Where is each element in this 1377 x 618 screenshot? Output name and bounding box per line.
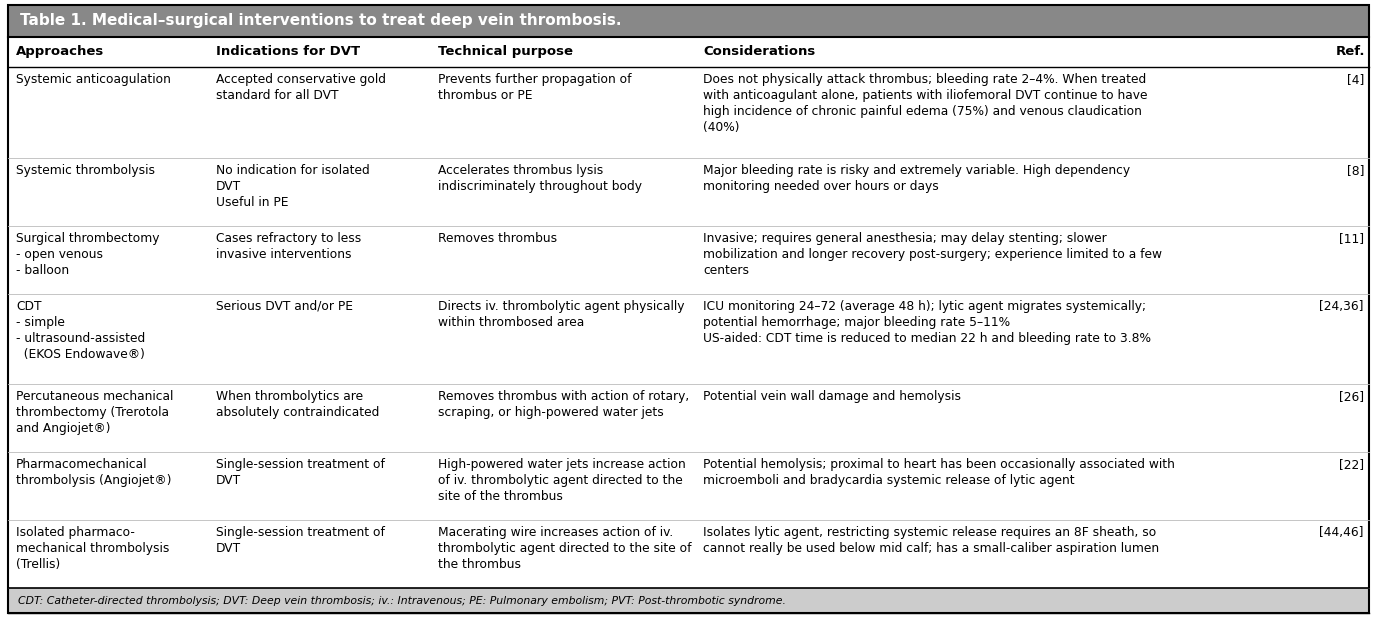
- Text: Table 1. Medical–surgical interventions to treat deep vein thrombosis.: Table 1. Medical–surgical interventions …: [21, 14, 621, 28]
- Bar: [8, 520, 1369, 588]
- Bar: [8, 37, 1369, 67]
- Text: Macerating wire increases action of iv.
thrombolytic agent directed to the site : Macerating wire increases action of iv. …: [438, 526, 691, 571]
- Text: Accelerates thrombus lysis
indiscriminately throughout body: Accelerates thrombus lysis indiscriminat…: [438, 164, 642, 193]
- Text: Percutaneous mechanical
thrombectomy (Trerotola
and Angiojet®): Percutaneous mechanical thrombectomy (Tr…: [17, 390, 174, 435]
- Bar: [8, 588, 1369, 613]
- Text: Isolates lytic agent, restricting systemic release requires an 8F sheath, so
can: Isolates lytic agent, restricting system…: [704, 526, 1159, 555]
- Text: [44,46]: [44,46]: [1319, 526, 1365, 539]
- Text: Ref.: Ref.: [1336, 46, 1365, 59]
- Text: When thrombolytics are
absolutely contraindicated: When thrombolytics are absolutely contra…: [216, 390, 380, 419]
- Text: [26]: [26]: [1338, 390, 1365, 403]
- Text: CDT: Catheter-directed thrombolysis; DVT: Deep vein thrombosis; iv.: Intravenous: CDT: Catheter-directed thrombolysis; DVT…: [18, 596, 786, 606]
- Text: Approaches: Approaches: [17, 46, 105, 59]
- Bar: [8, 226, 1369, 294]
- Text: No indication for isolated
DVT
Useful in PE: No indication for isolated DVT Useful in…: [216, 164, 370, 209]
- Text: Cases refractory to less
invasive interventions: Cases refractory to less invasive interv…: [216, 232, 361, 261]
- Text: Does not physically attack thrombus; bleeding rate 2–4%. When treated
with antic: Does not physically attack thrombus; ble…: [704, 73, 1148, 134]
- Text: Accepted conservative gold
standard for all DVT: Accepted conservative gold standard for …: [216, 73, 386, 102]
- Text: Systemic anticoagulation: Systemic anticoagulation: [17, 73, 171, 86]
- Text: Systemic thrombolysis: Systemic thrombolysis: [17, 164, 156, 177]
- Text: Major bleeding rate is risky and extremely variable. High dependency
monitoring : Major bleeding rate is risky and extreme…: [704, 164, 1131, 193]
- Text: [22]: [22]: [1338, 458, 1365, 471]
- Text: Potential hemolysis; proximal to heart has been occasionally associated with
mic: Potential hemolysis; proximal to heart h…: [704, 458, 1175, 487]
- Text: Removes thrombus: Removes thrombus: [438, 232, 558, 245]
- Text: Technical purpose: Technical purpose: [438, 46, 573, 59]
- Text: ICU monitoring 24–72 (average 48 h); lytic agent migrates systemically;
potentia: ICU monitoring 24–72 (average 48 h); lyt…: [704, 300, 1151, 344]
- Text: CDT
- simple
- ultrasound-assisted
  (EKOS Endowave®): CDT - simple - ultrasound-assisted (EKOS…: [17, 300, 145, 360]
- Text: Isolated pharmaco-
mechanical thrombolysis
(Trellis): Isolated pharmaco- mechanical thrombolys…: [17, 526, 169, 571]
- Text: Pharmacomechanical
thrombolysis (Angiojet®): Pharmacomechanical thrombolysis (Angioje…: [17, 458, 172, 487]
- Text: Removes thrombus with action of rotary,
scraping, or high-powered water jets: Removes thrombus with action of rotary, …: [438, 390, 688, 419]
- Bar: [8, 5, 1369, 37]
- Text: Single-session treatment of
DVT: Single-session treatment of DVT: [216, 526, 386, 555]
- Text: Invasive; requires general anesthesia; may delay stenting; slower
mobilization a: Invasive; requires general anesthesia; m…: [704, 232, 1162, 277]
- Bar: [8, 158, 1369, 226]
- Text: Considerations: Considerations: [704, 46, 815, 59]
- Text: Directs iv. thrombolytic agent physically
within thrombosed area: Directs iv. thrombolytic agent physicall…: [438, 300, 684, 329]
- Bar: [8, 67, 1369, 158]
- Text: Surgical thrombectomy
- open venous
- balloon: Surgical thrombectomy - open venous - ba…: [17, 232, 160, 277]
- Bar: [8, 384, 1369, 452]
- Text: Potential vein wall damage and hemolysis: Potential vein wall damage and hemolysis: [704, 390, 961, 403]
- Text: Indications for DVT: Indications for DVT: [216, 46, 361, 59]
- Bar: [8, 294, 1369, 384]
- Text: [4]: [4]: [1347, 73, 1365, 86]
- Text: [11]: [11]: [1338, 232, 1365, 245]
- Text: Single-session treatment of
DVT: Single-session treatment of DVT: [216, 458, 386, 487]
- Text: [24,36]: [24,36]: [1319, 300, 1365, 313]
- Bar: [8, 452, 1369, 520]
- Text: Serious DVT and/or PE: Serious DVT and/or PE: [216, 300, 353, 313]
- Text: [8]: [8]: [1347, 164, 1365, 177]
- Text: Prevents further propagation of
thrombus or PE: Prevents further propagation of thrombus…: [438, 73, 632, 102]
- Text: High-powered water jets increase action
of iv. thrombolytic agent directed to th: High-powered water jets increase action …: [438, 458, 686, 503]
